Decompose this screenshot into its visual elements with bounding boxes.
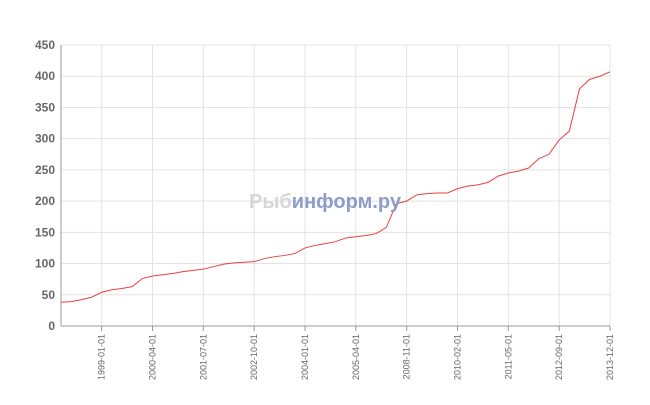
y-tick-label: 350 xyxy=(35,100,55,114)
x-tick-label: 2005-04-01 xyxy=(351,334,361,380)
x-tick-label: 2002-10-01 xyxy=(249,334,259,380)
x-tick-label: 2013-12-01 xyxy=(605,334,615,380)
y-tick-label: 200 xyxy=(35,194,55,208)
y-tick-label: 100 xyxy=(35,257,55,271)
x-tick-label: 2008-11-01 xyxy=(402,334,412,379)
y-tick-label: 250 xyxy=(35,163,55,177)
watermark-part: информ.ру xyxy=(292,191,402,213)
y-tick-label: 400 xyxy=(35,69,55,83)
y-tick-label: 50 xyxy=(42,288,56,302)
y-tick-label: 0 xyxy=(48,319,55,333)
watermark-part: Рыб xyxy=(249,191,292,213)
line xyxy=(60,71,611,303)
y-tick-label: 300 xyxy=(35,132,55,146)
x-tick-label: 2011-05-01 xyxy=(503,334,513,379)
plot: 0 50 100 150 200 250 300 350 400 450 1999-01-01 200… xyxy=(35,38,615,380)
y-tick-label: 450 xyxy=(35,38,55,52)
x-tick-label: 2012-09-01 xyxy=(554,334,564,380)
watermark: Рыбинформ.ру xyxy=(249,191,402,213)
y-tick-label: 150 xyxy=(35,225,55,239)
x-tick-label: 2001-07-01 xyxy=(198,334,208,380)
x-tick-label: 1999-01-01 xyxy=(97,334,107,380)
x-tick-label: 2010-02-01 xyxy=(453,334,463,380)
x-tick-label: 2004-01-01 xyxy=(300,334,310,380)
x-tick-label: 2000-04-01 xyxy=(148,334,158,380)
